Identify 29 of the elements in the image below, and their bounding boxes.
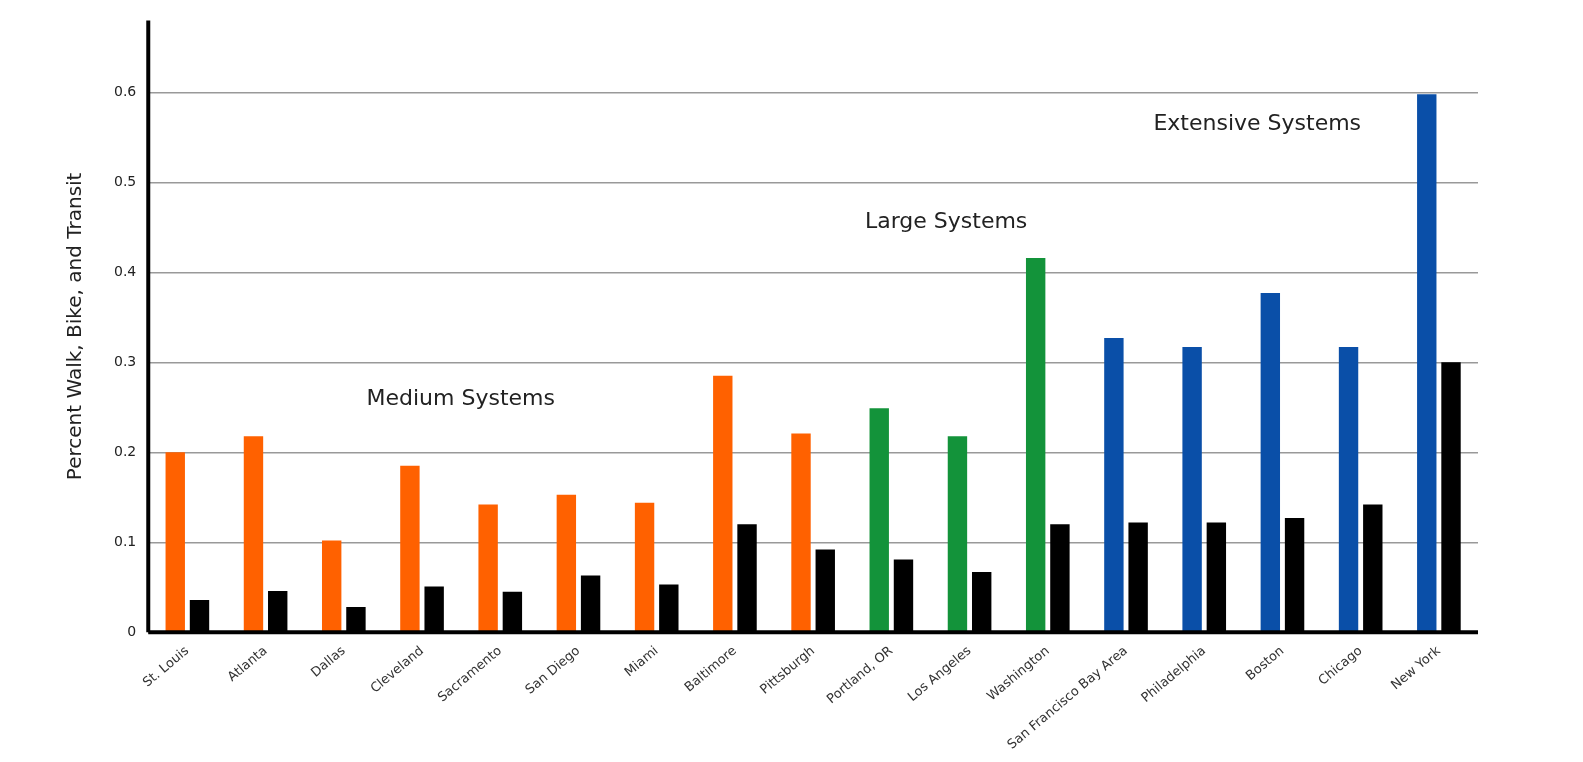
bar (1338, 347, 1359, 632)
bar (1025, 257, 1046, 632)
y-tick-label: 0.4 (114, 263, 137, 279)
bar (947, 436, 968, 632)
bar (400, 465, 420, 632)
bar (556, 494, 577, 632)
bar (478, 504, 498, 632)
y-tick-label: 0.6 (114, 83, 137, 100)
bar (791, 433, 811, 632)
y-tick-label: 0.3 (114, 352, 137, 369)
y-tick-label: 0.5 (114, 173, 137, 190)
bar (1182, 347, 1202, 632)
bar (713, 375, 733, 632)
y-tick-label: 0.2 (114, 442, 137, 459)
annotation: Extensive Systems (1153, 110, 1362, 136)
y-tick-label: 0.1 (114, 532, 137, 549)
annotation: Medium Systems (366, 385, 555, 411)
bar (869, 408, 889, 632)
x-tick-label: New York (1387, 642, 1444, 693)
y-axis-title: Percent Walk, Bike, and Transit (62, 172, 87, 481)
bar (165, 452, 185, 632)
y-tick-label: 0 (127, 622, 137, 639)
bar (243, 436, 264, 632)
bar (1260, 293, 1281, 632)
bar (1104, 338, 1124, 632)
bar (634, 502, 655, 632)
annotation: Large Systems (864, 208, 1028, 234)
bar (321, 540, 342, 632)
bar (1417, 94, 1437, 632)
